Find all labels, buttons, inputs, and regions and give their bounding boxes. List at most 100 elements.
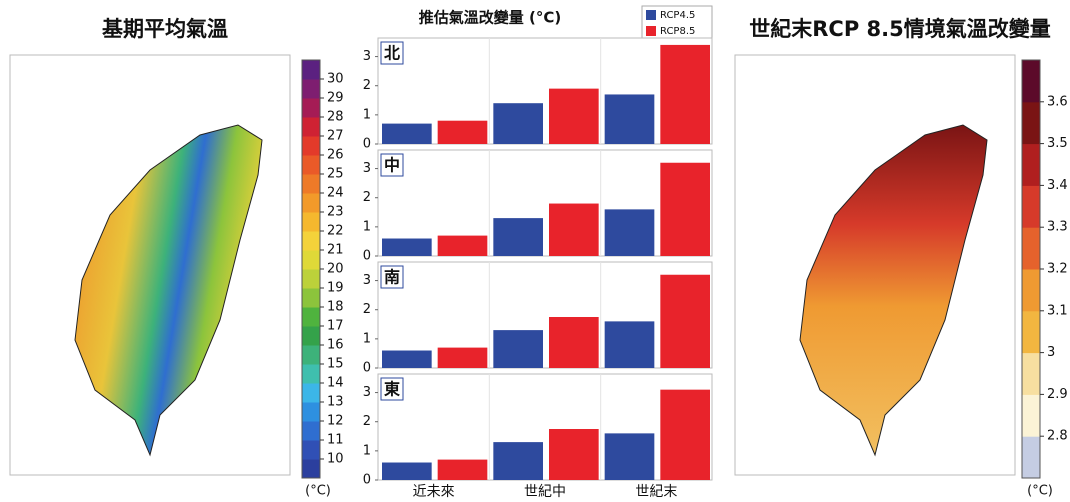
panel-frame [377,149,713,257]
legend-label: RCP8.5 [660,26,695,37]
unit-label: (°C) [305,484,331,499]
colorbar-tick-label: 29 [327,91,344,106]
colorbar-segment [302,345,320,365]
colorbar-segment [302,136,320,156]
y-tick-label: 3 [363,161,371,176]
panel-label-box [380,41,404,65]
colorbar-tick-label: 22 [327,224,344,239]
bar [493,442,543,480]
map-frame [734,54,1016,476]
panel-label: 中 [384,156,400,175]
colorbar-tick-label: 27 [327,129,344,144]
colorbar-tick-label: 19 [327,281,344,296]
colorbar-segment [302,174,320,194]
bar [493,103,543,144]
colorbar-tick-label: 2.9 [1047,387,1068,402]
colorbar-segment [1022,60,1040,103]
colorbar-tick-label: 15 [327,357,344,372]
y-tick-label: 2 [363,302,371,317]
colorbar-tick-label: 23 [327,205,344,220]
colorbar-tick-label: 13 [327,395,344,410]
panel-frame [377,37,713,145]
colorbar-segment [1022,352,1040,395]
colorbar-tick-label: 16 [327,338,344,353]
bar [437,235,488,256]
colorbar-tick-label: 3.6 [1047,94,1068,109]
y-tick-label: 3 [363,273,371,288]
y-tick-label: 3 [363,385,371,400]
panel-label-box [380,265,404,289]
bar [437,120,488,144]
colorbar-segment [302,288,320,308]
colorbar-tick-label: 3.2 [1047,262,1068,277]
x-tick-label: 近未來 [413,484,455,500]
colorbar-segment [302,421,320,441]
y-tick-label: 0 [363,473,371,488]
colorbar-segment [302,79,320,99]
colorbar-tick-label: 12 [327,414,344,429]
y-tick-label: 2 [363,190,371,205]
bar [437,347,488,368]
bar [604,209,655,256]
bar [493,218,543,256]
panel-label: 南 [384,268,400,287]
legend-swatch [646,26,656,36]
colorbar-tick-label: 26 [327,148,344,163]
panel-label-box [380,377,404,401]
colorbar-segment [1022,394,1040,437]
y-tick-label: 0 [363,137,371,152]
map-frame [9,54,291,476]
colorbar-segment [302,60,320,80]
bar [660,44,710,144]
colorbar-tick-label: 2.8 [1047,429,1068,444]
y-tick-label: 1 [363,443,371,458]
bar [549,203,599,256]
x-tick-label: 世紀中 [524,484,566,500]
colorbar-segment [1022,101,1040,145]
colorbar-segment [302,440,320,460]
colorbar-tick-label: 24 [327,186,344,201]
y-tick-label: 2 [363,78,371,93]
panel-label: 北 [384,44,400,63]
colorbar-tick-label: 30 [327,72,344,87]
colorbar-segment [302,117,320,137]
colorbar-segment [1022,310,1040,354]
legend-label: RCP4.5 [660,10,695,21]
colorbar-tick-label: 11 [327,433,344,448]
taiwan-map [74,124,263,457]
colorbar-tick-label: 18 [327,300,344,315]
colorbar-segment [302,98,320,118]
map-title: 基期平均氣溫 [102,17,228,41]
y-tick-label: 1 [363,331,371,346]
colorbar-segment [1022,185,1040,228]
map-title: 世紀末RCP 8.5情境氣溫改變量 [749,17,1051,41]
colorbar-segment [1022,436,1040,479]
panel-label: 東 [384,380,400,399]
bar [604,94,655,144]
y-tick-label: 3 [363,49,371,64]
colorbar-tick-label: 20 [327,262,344,277]
chart-title: 推估氣溫改變量 (°C) [419,9,561,27]
y-tick-label: 1 [363,107,371,122]
colorbar-segment [302,364,320,384]
colorbar-segment [302,402,320,422]
colorbar-tick-label: 28 [327,110,344,125]
colorbar-segment [302,193,320,213]
bar [493,330,543,368]
bar [549,88,599,144]
panel-frame [377,261,713,369]
colorbar-segment [1022,227,1040,270]
colorbar-segment [302,459,320,479]
bar [660,274,710,368]
colorbar-segment [302,326,320,346]
colorbar-segment [1022,269,1040,312]
colorbar-tick-label: 21 [327,243,344,258]
colorbar-tick-label: 3 [1047,345,1055,360]
colorbar-tick-label: 14 [327,376,344,391]
bar [549,317,599,368]
x-tick-label: 世紀末 [635,484,677,500]
colorbar-segment [302,383,320,403]
bar [382,350,432,368]
colorbar-segment [302,307,320,327]
